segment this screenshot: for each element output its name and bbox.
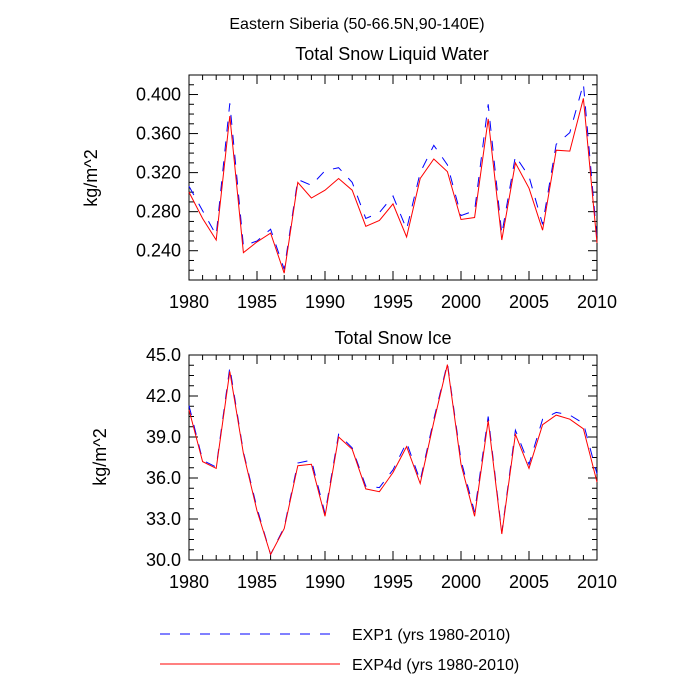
y-tick-label: 0.360 xyxy=(136,124,181,144)
y-tick-label: 36.0 xyxy=(146,468,181,488)
figure-title: Eastern Siberia (50-66.5N,90-140E) xyxy=(229,16,484,33)
chart-snow-ice: Total Snow Ice kg/m^2 1980 1985 1990 1995 20… xyxy=(90,328,617,592)
x-tick-label: 1985 xyxy=(237,292,277,312)
plot-frame xyxy=(188,354,598,561)
y-tick-label: 0.320 xyxy=(136,163,181,183)
axis-ticks: 1980 1985 1990 1995 2000 2005 2010 30.0 33.0 36.0… xyxy=(146,345,617,592)
y-tick-label: 45.0 xyxy=(146,345,181,365)
series-group xyxy=(188,83,598,274)
legend-label-exp4d: EXP4d (yrs 1980-2010) xyxy=(352,657,519,674)
plot-frame xyxy=(188,74,598,281)
x-tick-label: 2010 xyxy=(577,572,617,592)
x-tick-label: 1985 xyxy=(237,572,277,592)
y-tick-label: 30.0 xyxy=(146,550,181,570)
x-tick-label: 1990 xyxy=(305,572,345,592)
series-line-exp1 xyxy=(188,363,598,556)
x-tick-label: 1980 xyxy=(169,572,209,592)
chart-title: Total Snow Ice xyxy=(334,328,451,348)
chart-title: Total Snow Liquid Water xyxy=(295,44,488,64)
x-tick-label: 1995 xyxy=(373,292,413,312)
y-tick-label: 0.280 xyxy=(136,202,181,222)
y-axis-label: kg/m^2 xyxy=(81,149,101,206)
series-group xyxy=(188,363,598,556)
x-tick-label: 2005 xyxy=(509,572,549,592)
y-tick-label: 42.0 xyxy=(146,386,181,406)
axis-ticks: 1980 1985 1990 1995 2000 2005 2010 0.240 0.280 0.… xyxy=(136,74,617,312)
x-tick-label: 2005 xyxy=(509,292,549,312)
x-tick-label: 1990 xyxy=(305,292,345,312)
x-tick-label: 2010 xyxy=(577,292,617,312)
y-tick-label: 0.240 xyxy=(136,241,181,261)
x-tick-label: 2000 xyxy=(441,572,481,592)
legend-label-exp1: EXP1 (yrs 1980-2010) xyxy=(352,627,510,644)
series-line-exp1 xyxy=(188,83,598,270)
y-tick-label: 0.400 xyxy=(136,85,181,105)
series-line-exp4d xyxy=(188,364,598,556)
y-axis-label: kg/m^2 xyxy=(90,428,110,485)
x-tick-label: 1995 xyxy=(373,572,413,592)
x-tick-label: 1980 xyxy=(169,292,209,312)
legend: EXP1 (yrs 1980-2010) EXP4d (yrs 1980-201… xyxy=(160,627,519,674)
series-line-exp4d xyxy=(188,98,598,274)
y-tick-label: 39.0 xyxy=(146,427,181,447)
x-tick-label: 2000 xyxy=(441,292,481,312)
chart-liquid-water: Total Snow Liquid Water kg/m^2 1980 1985 1… xyxy=(81,44,617,312)
y-tick-label: 33.0 xyxy=(146,509,181,529)
